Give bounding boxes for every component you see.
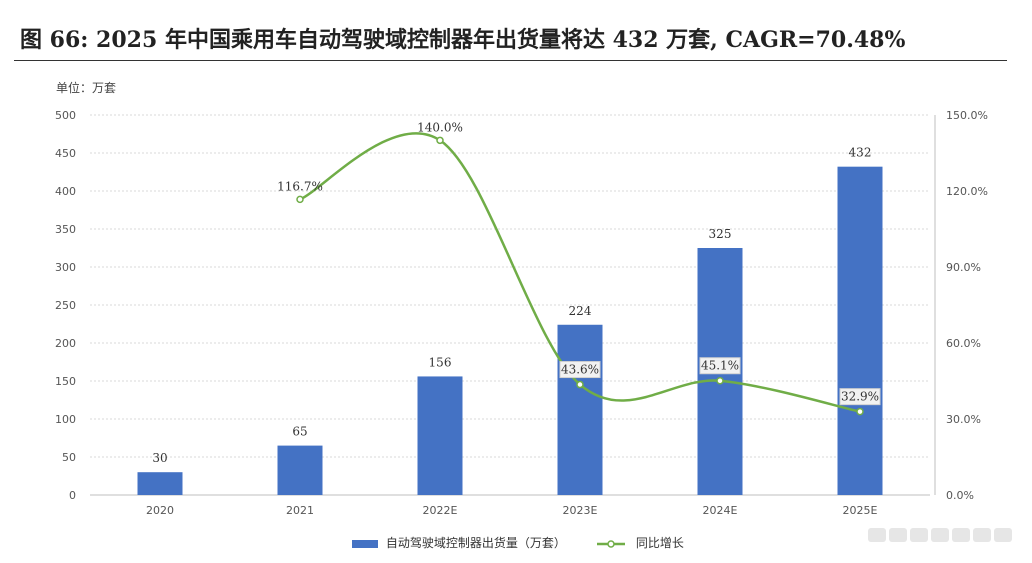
y-tick-label: 250 — [55, 299, 76, 312]
bar — [417, 376, 463, 495]
bar-value-label: 432 — [849, 146, 872, 160]
growth-point — [716, 376, 724, 385]
x-tick-label: 2025E — [843, 504, 878, 517]
growth-label-box — [699, 357, 741, 375]
y-tick-label: 400 — [55, 185, 76, 198]
x-tick-label: 2020 — [146, 504, 174, 517]
y-tick-label: 300 — [55, 261, 76, 274]
legend-line-label: 同比增长 — [635, 536, 684, 550]
y2-tick-label: 150.0% — [946, 109, 988, 122]
y-tick-label: 500 — [55, 109, 76, 122]
title-underline — [14, 60, 1007, 61]
legend-bar-swatch — [352, 539, 378, 548]
growth-label-box — [559, 361, 601, 379]
growth-point — [296, 195, 304, 204]
growth-label-box — [839, 388, 881, 406]
y2-tick-label: 60.0% — [946, 337, 981, 350]
chart-title: 图 66: 2025 年中国乘用车自动驾驶域控制器年出货量将达 432 万套, … — [20, 27, 906, 53]
y-tick-label: 150 — [55, 375, 76, 388]
bar-value-label: 30 — [152, 451, 167, 465]
x-tick-label: 2021 — [286, 504, 314, 517]
y-tick-label: 50 — [62, 451, 76, 464]
growth-value-label: 140.0% — [417, 120, 463, 134]
y-tick-label: 0 — [69, 489, 76, 502]
y-tick-label: 350 — [55, 223, 76, 236]
x-tick-label: 2024E — [703, 504, 738, 517]
legend-line-swatch — [597, 539, 625, 548]
growth-point — [576, 380, 584, 389]
bar — [557, 324, 603, 495]
y2-tick-label: 90.0% — [946, 261, 981, 274]
bar-value-label: 65 — [292, 425, 307, 439]
growth-value-label: 116.7% — [277, 179, 323, 193]
growth-value-label: 43.6% — [561, 363, 599, 377]
unit-label: 单位：万套 — [56, 81, 117, 95]
growth-value-label: 45.1% — [701, 359, 739, 373]
legend-bar-item: 自动驾驶域控制器出货量（万套） — [352, 534, 566, 551]
bar-value-label: 156 — [429, 355, 452, 369]
y-tick-label: 100 — [55, 413, 76, 426]
y-tick-label: 450 — [55, 147, 76, 160]
y2-tick-label: 30.0% — [946, 413, 981, 426]
y-tick-label: 200 — [55, 337, 76, 350]
blurred-watermark — [868, 527, 1015, 546]
y2-tick-label: 120.0% — [946, 185, 988, 198]
bar-value-label: 325 — [709, 227, 732, 241]
growth-point — [856, 407, 864, 416]
growth-value-label: 32.9% — [841, 390, 879, 404]
y2-tick-label: 0.0% — [946, 489, 974, 502]
legend-bar-label: 自动驾驶域控制器出货量（万套） — [385, 536, 566, 550]
bar — [837, 166, 883, 495]
x-tick-label: 2023E — [563, 504, 598, 517]
x-tick-label: 2022E — [423, 504, 458, 517]
bar — [277, 445, 323, 495]
growth-point — [436, 136, 444, 145]
legend-line-item: 同比增长 — [596, 534, 684, 551]
bar-value-label: 224 — [569, 304, 592, 318]
bar — [137, 472, 183, 495]
